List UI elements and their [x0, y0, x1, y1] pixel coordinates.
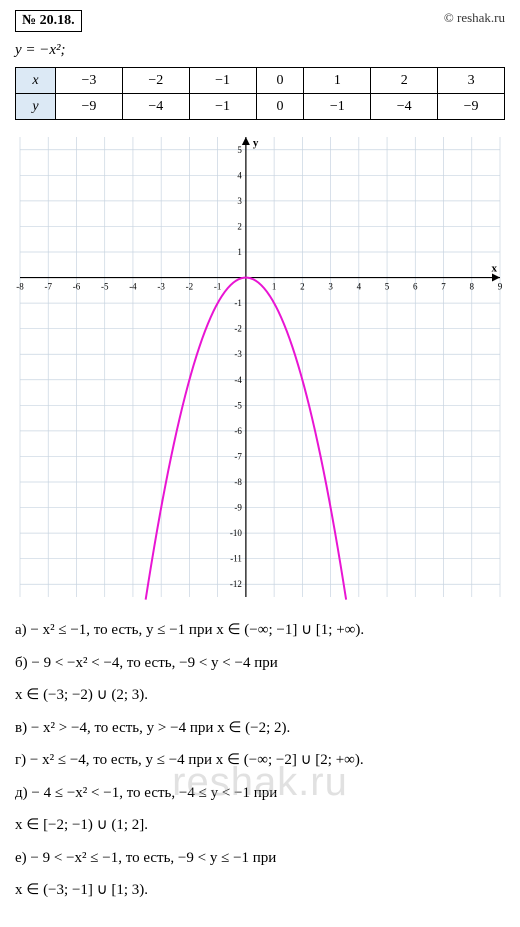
x-header: x [16, 68, 56, 94]
svg-text:2: 2 [300, 282, 305, 292]
svg-text:8: 8 [470, 282, 475, 292]
y-header: y [16, 94, 56, 120]
svg-text:5: 5 [385, 282, 390, 292]
answer-e: е) − 9 < −x² ≤ −1, то есть, −9 < y ≤ −1 … [15, 847, 505, 870]
svg-text:-6: -6 [73, 282, 81, 292]
copyright: © reshak.ru [444, 10, 505, 26]
table-cell: −1 [304, 94, 371, 120]
answer-a: а) − x² ≤ −1, то есть, y ≤ −1 при x ∈ (−… [15, 619, 505, 642]
table-cell: 0 [256, 94, 304, 120]
table-cell: −4 [122, 94, 189, 120]
answer-v: в) − x² > −4, то есть, y > −4 при x ∈ (−… [15, 717, 505, 740]
table-cell: 1 [304, 68, 371, 94]
table-cell: 3 [438, 68, 505, 94]
parabola-chart: xy-8-7-6-5-4-3-2-1123456789-12-11-10-9-8… [15, 132, 505, 607]
table-cell: −2 [122, 68, 189, 94]
svg-text:4: 4 [237, 170, 242, 180]
problem-number: № 20.18. [15, 10, 82, 32]
svg-text:-5: -5 [234, 400, 242, 410]
svg-text:-6: -6 [234, 426, 242, 436]
svg-text:-11: -11 [230, 554, 242, 564]
answer-d: д) − 4 ≤ −x² < −1, то есть, −4 ≤ y < −1 … [15, 782, 505, 805]
table-cell: −3 [56, 68, 123, 94]
svg-text:1: 1 [237, 247, 242, 257]
svg-text:9: 9 [498, 282, 503, 292]
answer-b2: x ∈ (−3; −2) ∪ (2; 3). [15, 684, 505, 707]
answer-e2: x ∈ (−3; −1] ∪ [1; 3). [15, 879, 505, 902]
svg-text:-10: -10 [230, 528, 242, 538]
svg-text:2: 2 [237, 221, 242, 231]
table-cell: −4 [371, 94, 438, 120]
svg-text:-12: -12 [230, 579, 242, 589]
svg-text:-4: -4 [129, 282, 137, 292]
svg-text:-4: -4 [234, 375, 242, 385]
svg-text:1: 1 [272, 282, 277, 292]
equation: y = −x²; [15, 42, 505, 59]
svg-text:-7: -7 [44, 282, 52, 292]
svg-text:-1: -1 [234, 298, 242, 308]
svg-text:5: 5 [237, 145, 242, 155]
svg-text:3: 3 [328, 282, 333, 292]
svg-text:-2: -2 [234, 324, 242, 334]
svg-text:y: y [253, 137, 259, 149]
answer-g: г) − x² ≤ −4, то есть, y ≤ −4 при x ∈ (−… [15, 749, 505, 772]
answers-section: а) − x² ≤ −1, то есть, y ≤ −1 при x ∈ (−… [15, 619, 505, 902]
answer-d2: x ∈ [−2; −1) ∪ (1; 2]. [15, 814, 505, 837]
table-cell: 0 [256, 68, 304, 94]
svg-text:x: x [492, 263, 498, 275]
svg-text:-9: -9 [234, 503, 242, 513]
table-cell: −9 [438, 94, 505, 120]
svg-text:3: 3 [237, 196, 242, 206]
answer-b: б) − 9 < −x² < −4, то есть, −9 < y < −4 … [15, 652, 505, 675]
svg-text:-2: -2 [186, 282, 194, 292]
table-cell: −9 [56, 94, 123, 120]
table-cell: −1 [189, 68, 256, 94]
svg-text:-7: -7 [234, 451, 242, 461]
svg-text:-3: -3 [157, 282, 165, 292]
svg-text:7: 7 [441, 282, 446, 292]
table-cell: −1 [189, 94, 256, 120]
svg-text:-3: -3 [234, 349, 242, 359]
svg-text:-1: -1 [214, 282, 222, 292]
table-cell: 2 [371, 68, 438, 94]
svg-text:-8: -8 [16, 282, 24, 292]
value-table: x −3 −2 −1 0 1 2 3 y −9 −4 −1 0 −1 −4 −9 [15, 67, 505, 120]
svg-text:-5: -5 [101, 282, 109, 292]
svg-text:6: 6 [413, 282, 418, 292]
svg-text:4: 4 [357, 282, 362, 292]
chart-svg: xy-8-7-6-5-4-3-2-1123456789-12-11-10-9-8… [15, 132, 505, 602]
svg-text:-8: -8 [234, 477, 242, 487]
